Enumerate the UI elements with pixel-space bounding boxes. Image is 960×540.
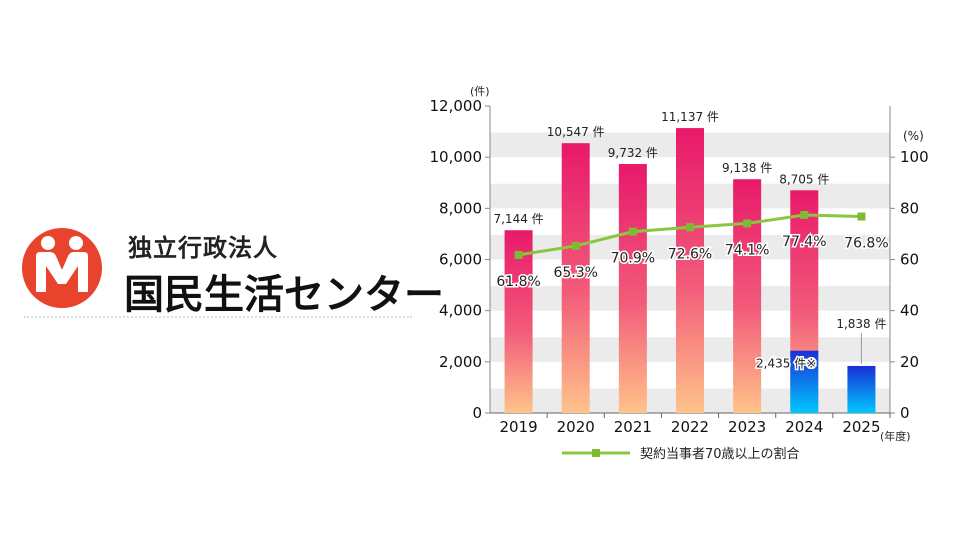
ratio-marker: [514, 250, 523, 259]
y-left-tick-label: 2,000: [439, 353, 482, 371]
bar-2: [847, 365, 876, 413]
y-left-tick-label: 10,000: [430, 148, 483, 166]
ratio-value-label: 65.3%: [553, 265, 597, 281]
x-tick-label: 2021: [614, 418, 652, 436]
bar-value-label: 10,547 件: [547, 125, 605, 139]
y-right-tick-label: 20: [900, 353, 919, 371]
y-right-tick-label: 0: [900, 404, 910, 422]
x-tick-label: 2020: [557, 418, 595, 436]
bars: [504, 128, 876, 413]
ratio-value-label: 70.9%: [611, 251, 655, 267]
bar-2-value-label: 1,838 件: [836, 317, 886, 331]
x-tick-label: 2025: [842, 418, 880, 436]
y-left-tick-label: 6,000: [439, 251, 482, 269]
y-left-tick-label: 8,000: [439, 199, 482, 217]
x-tick-label: 2024: [785, 418, 823, 436]
bar-value-label: 9,138 件: [722, 161, 772, 175]
ratio-value-label: 77.4%: [782, 234, 826, 250]
ratio-value-label: 76.8%: [844, 236, 888, 252]
ratio-value-label: 74.1%: [725, 242, 769, 258]
bar: [676, 128, 704, 413]
y-right-unit: (%): [903, 129, 924, 143]
bar-value-label: 9,732 件: [608, 146, 658, 160]
x-tick-label: 2023: [728, 418, 766, 436]
x-tick-label: 2019: [499, 418, 537, 436]
bar: [618, 164, 647, 413]
y-left-tick-label: 4,000: [439, 302, 482, 320]
bar-value-label: 11,137 件: [661, 110, 719, 124]
org-name: 国民生活センター: [124, 272, 444, 318]
ratio-line: [514, 210, 866, 259]
y-right-tick-label: 40: [900, 302, 919, 320]
ratio-marker: [686, 223, 694, 232]
bar: [733, 179, 762, 413]
divider: [24, 316, 412, 318]
bar-value-label: 7,144 件: [493, 212, 543, 226]
x-tick-label: 2022: [671, 418, 709, 436]
ratio-value-label: 72.6%: [668, 246, 712, 262]
legend: 契約当事者70歳以上の割合: [562, 446, 800, 462]
y-right-tick-label: 100: [900, 148, 929, 166]
y-left-tick-label: 0: [472, 404, 482, 422]
data-labels: 7,144 件 10,547 件9,732 件 11,137 件 9,138 件 8,7…: [493, 110, 890, 372]
ratio-value-label: 61.8%: [496, 274, 540, 290]
ratio-marker: [571, 241, 580, 250]
bar-2-value-label: 2,435 件※: [756, 357, 816, 371]
org-type-label: 独立行政法人: [128, 234, 278, 262]
ratio-marker: [628, 227, 637, 236]
y-left-tick-label: 12,000: [430, 97, 483, 115]
bar: [504, 230, 533, 413]
logo: 独立行政法人 国民生活センター: [20, 222, 444, 322]
bar-2: [790, 350, 819, 413]
y-right-tick-label: 80: [900, 199, 919, 217]
legend-label: 契約当事者70歳以上の割合: [640, 446, 800, 462]
axes: 0 2,000 4,000 6,000 8,000 10,000 12,000 0 20 40 60…: [430, 85, 929, 443]
logo-mark-icon: [22, 228, 102, 308]
ratio-marker: [800, 210, 809, 219]
x-unit: (年度): [880, 429, 911, 443]
legend-marker: [592, 449, 600, 457]
ratio-marker: [857, 212, 866, 221]
bar: [561, 143, 590, 413]
ratio-marker: [743, 219, 752, 228]
y-right-tick-label: 60: [900, 251, 919, 269]
bar-value-label: 8,705 件: [779, 172, 829, 186]
y-left-unit: (件): [470, 85, 490, 98]
